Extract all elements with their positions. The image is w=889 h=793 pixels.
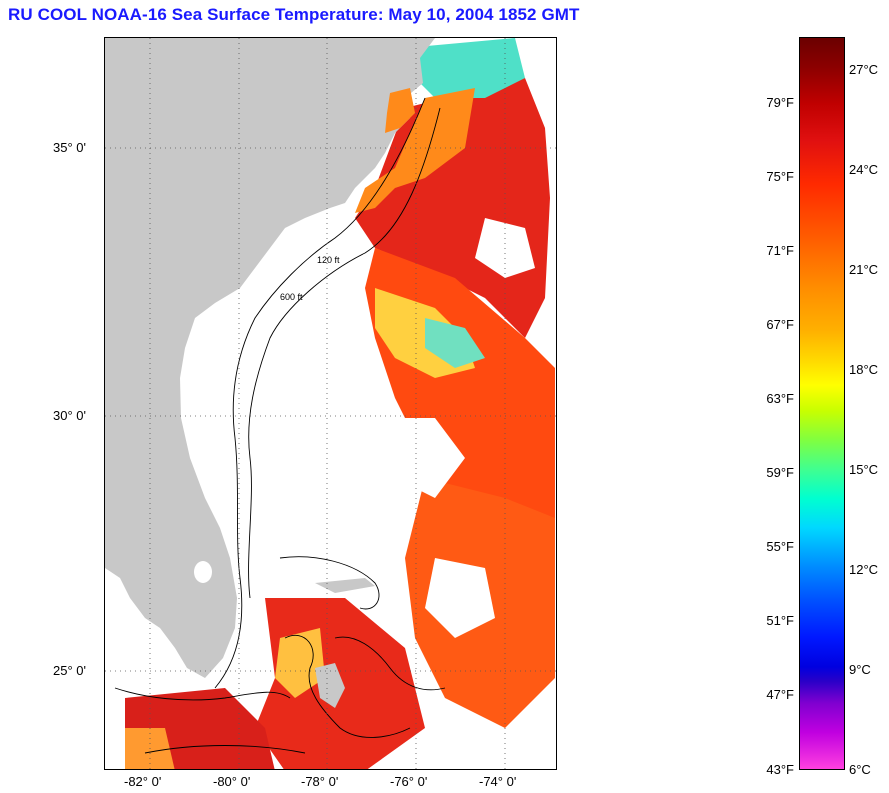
isobath-cuba — [144, 745, 306, 754]
colorbar-c-tick: 15°C — [849, 462, 879, 477]
land-andros-island — [315, 663, 345, 708]
isobath-bahamas-1 — [279, 556, 380, 610]
sst-patch-cyan-streak — [425, 318, 485, 368]
lon-label-78: -78° 0' — [301, 774, 339, 789]
colorbar-c-tick: 27°C — [849, 62, 879, 77]
map-title: RU COOL NOAA-16 Sea Surface Temperature:… — [8, 5, 580, 24]
colorbar-c-tick: 6°C — [849, 762, 871, 777]
colorbar-f-tick: 79°F — [766, 95, 794, 110]
colorbar-c-tick: 9°C — [849, 662, 871, 677]
sst-patch-bahamas-yellow — [275, 628, 325, 698]
land-grand-bahama — [315, 578, 375, 593]
colorbar-f-tick: 55°F — [766, 539, 794, 554]
isobath-label-120ft: 120 ft — [317, 255, 340, 265]
sst-patch-cape-hatteras-orange — [355, 88, 475, 213]
temperature-colorbar — [799, 37, 845, 770]
colorbar-f-tick: 71°F — [766, 243, 794, 258]
isobath-label-600ft: 600 ft — [280, 292, 303, 302]
lon-label-74: -74° 0' — [479, 774, 517, 789]
lon-label-76: -76° 0' — [390, 774, 428, 789]
isobath-600ft — [248, 107, 441, 599]
lat-label-30: 30° 0' — [53, 408, 86, 423]
lat-label-25: 25° 0' — [53, 663, 86, 678]
colorbar-f-tick: 63°F — [766, 391, 794, 406]
colorbar-f-tick: 67°F — [766, 317, 794, 332]
isobath-bahamas-2 — [284, 634, 411, 738]
colorbar-c-tick: 24°C — [849, 162, 879, 177]
colorbar-c-tick: 21°C — [849, 262, 879, 277]
land-pamlico-sound-cut — [385, 88, 415, 133]
isobaths — [114, 97, 446, 754]
isobath-120ft — [214, 97, 426, 689]
lon-label-80: -80° 0' — [213, 774, 251, 789]
lake-okeechobee — [194, 561, 212, 583]
colorbar-f-tick: 59°F — [766, 465, 794, 480]
colorbar-f-tick: 43°F — [766, 762, 794, 777]
lat-label-35: 35° 0' — [53, 140, 86, 155]
colorbar-f-tick: 47°F — [766, 687, 794, 702]
isobath-keys — [114, 687, 291, 701]
isobath-bahamas-3 — [334, 636, 446, 691]
graticule — [105, 38, 556, 769]
sst-data-layer — [105, 38, 555, 769]
colorbar-f-tick: 51°F — [766, 613, 794, 628]
sst-patch-cape-hatteras — [405, 38, 525, 98]
cloud-gap-2 — [425, 558, 495, 638]
cloud-gap-1 — [385, 418, 465, 498]
colorbar-c-tick: 18°C — [849, 362, 879, 377]
land-layer — [105, 38, 435, 708]
colorbar-f-tick: 75°F — [766, 169, 794, 184]
colorbar-c-tick: 12°C — [849, 562, 879, 577]
land-us-southeast — [105, 38, 435, 678]
lon-label-82: -82° 0' — [124, 774, 162, 789]
sst-map[interactable]: 120 ft 600 ft — [104, 37, 557, 770]
